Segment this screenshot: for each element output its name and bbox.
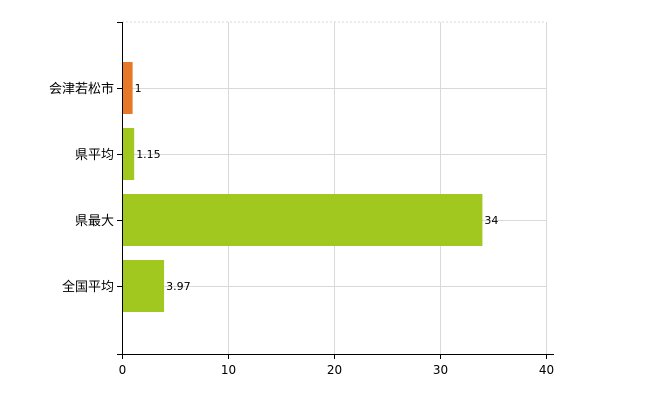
category-label-2: 県最大 (75, 214, 114, 229)
x-tick-label-20: 20 (327, 363, 342, 377)
category-label-1: 県平均 (75, 148, 114, 163)
data-label-2: 34 (484, 214, 498, 227)
data-label-0: 1 (135, 82, 142, 95)
x-tick-label-40: 40 (539, 363, 554, 377)
bar-1 (122, 128, 135, 180)
x-tick-label-10: 10 (221, 363, 236, 377)
bar-2 (122, 194, 483, 246)
data-label-3: 3.97 (166, 280, 191, 293)
x-tick-label-30: 30 (433, 363, 448, 377)
x-tick-label-0: 0 (119, 363, 127, 377)
category-label-0: 会津若松市 (49, 81, 114, 97)
bar-3 (122, 260, 165, 312)
data-label-1: 1.15 (136, 148, 161, 161)
bar-0 (122, 62, 133, 114)
category-label-3: 全国平均 (62, 279, 114, 295)
